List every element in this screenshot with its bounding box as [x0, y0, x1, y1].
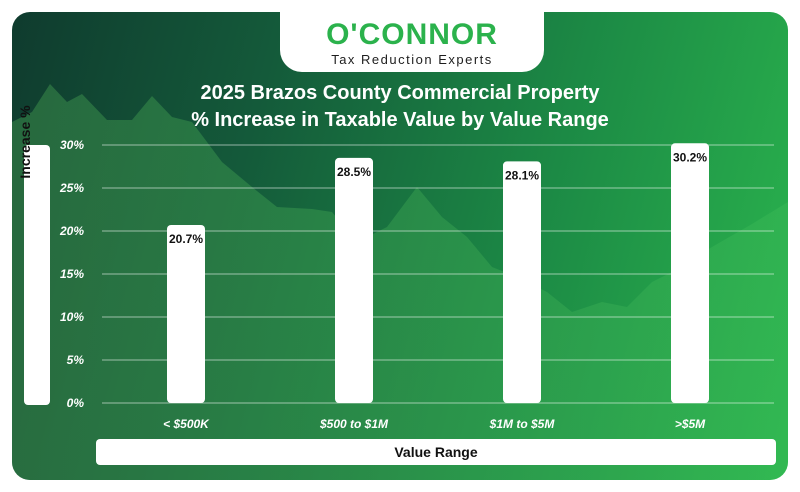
logo-badge: O'CONNOR Tax Reduction Experts [280, 12, 544, 72]
chart-card: 0% 5% 10% 15% 20% 25% 30% 20.7% 28.5% 28.1% 30.2%… [12, 12, 788, 480]
y-axis-label-box [24, 145, 50, 405]
y-tick-label: 10% [60, 310, 84, 324]
y-tick-label: 0% [67, 396, 85, 410]
y-tick-label: 30% [60, 138, 84, 152]
bar-value-label: 28.1% [505, 168, 539, 182]
x-axis-label: Value Range [96, 439, 776, 465]
x-tick-label: >$5M [675, 417, 706, 431]
bar-value-label: 30.2% [673, 150, 707, 164]
chart-subtitle: % Increase in Taxable Value by Value Ran… [191, 109, 609, 131]
x-tick-label: $500 to $1M [319, 417, 389, 431]
bar [503, 161, 541, 403]
chart-title: 2025 Brazos County Commercial Property [200, 82, 600, 104]
bar-chart: 0% 5% 10% 15% 20% 25% 30% 20.7% 28.5% 28.1% 30.2%… [12, 84, 788, 480]
bar [671, 143, 709, 403]
y-axis-ticks: 0% 5% 10% 15% 20% 25% 30% [59, 138, 84, 410]
y-tick-label: 20% [59, 224, 84, 238]
background-hills-decoration [12, 84, 788, 480]
bar [167, 224, 205, 403]
grid-lines [102, 144, 774, 404]
x-axis-ticks: < $500K $500 to $1M $1M to $5M >$5M [163, 417, 706, 431]
bars [167, 143, 709, 403]
y-tick-label: 15% [60, 267, 84, 281]
y-tick-label: 25% [59, 181, 84, 195]
y-axis-label: Increase % [17, 105, 33, 179]
x-tick-label: < $500K [163, 417, 210, 431]
bar-value-label: 28.5% [337, 165, 371, 179]
y-tick-label: 5% [67, 353, 85, 367]
x-tick-label: $1M to $5M [489, 417, 556, 431]
bar-value-label: 20.7% [169, 232, 203, 246]
bar [335, 157, 373, 403]
logo-tagline: Tax Reduction Experts [331, 52, 493, 67]
logo-wordmark: O'CONNOR [326, 18, 498, 51]
value-labels: 20.7% 28.5% 28.1% 30.2% [169, 150, 707, 246]
